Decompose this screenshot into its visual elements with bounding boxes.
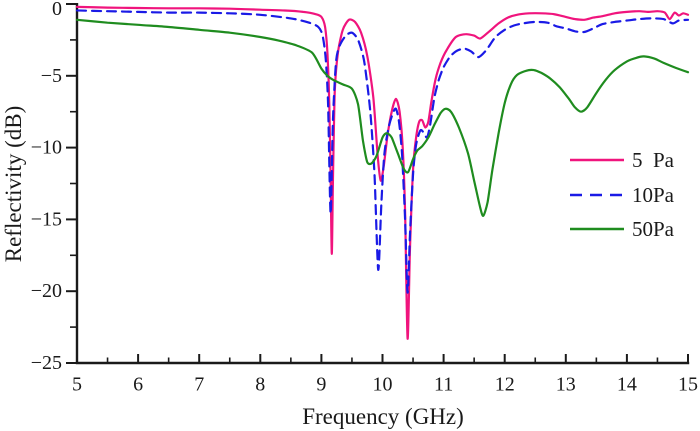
x-tick-label: 6	[133, 374, 143, 396]
series-5pa-line	[75, 5, 690, 340]
y-tick-label: −15	[31, 208, 62, 230]
x-tick-label: 9	[316, 374, 326, 396]
series-50pa-line	[75, 18, 690, 217]
x-axis-title: Frequency (GHz)	[302, 404, 464, 429]
x-tick-label: 15	[678, 374, 698, 396]
x-tick-label: 5	[72, 374, 82, 396]
y-tick-label: −10	[31, 137, 62, 159]
y-tick-label: −20	[31, 280, 62, 302]
x-tick-label: 13	[556, 374, 576, 396]
x-tick-label: 8	[255, 374, 265, 396]
y-tick-label: −5	[41, 65, 62, 87]
y-axis-title: Reflectivity (dB)	[1, 106, 26, 263]
y-tick-label: −25	[31, 352, 62, 374]
legend-label-50pa: 50Pa	[632, 217, 675, 241]
x-tick-label: 10	[373, 374, 393, 396]
x-tick-label: 12	[495, 374, 515, 396]
series-10pa-line	[75, 9, 690, 294]
legend-label-5pa: 5 Pa	[632, 148, 675, 172]
x-tick-label: 11	[434, 374, 453, 396]
x-tick-label: 14	[617, 374, 637, 396]
x-tick-label: 7	[194, 374, 204, 396]
legend: 5 Pa 10Pa 50Pa	[632, 148, 675, 241]
y-tick-label: 0	[52, 0, 62, 20]
legend-label-10pa: 10Pa	[632, 183, 675, 207]
